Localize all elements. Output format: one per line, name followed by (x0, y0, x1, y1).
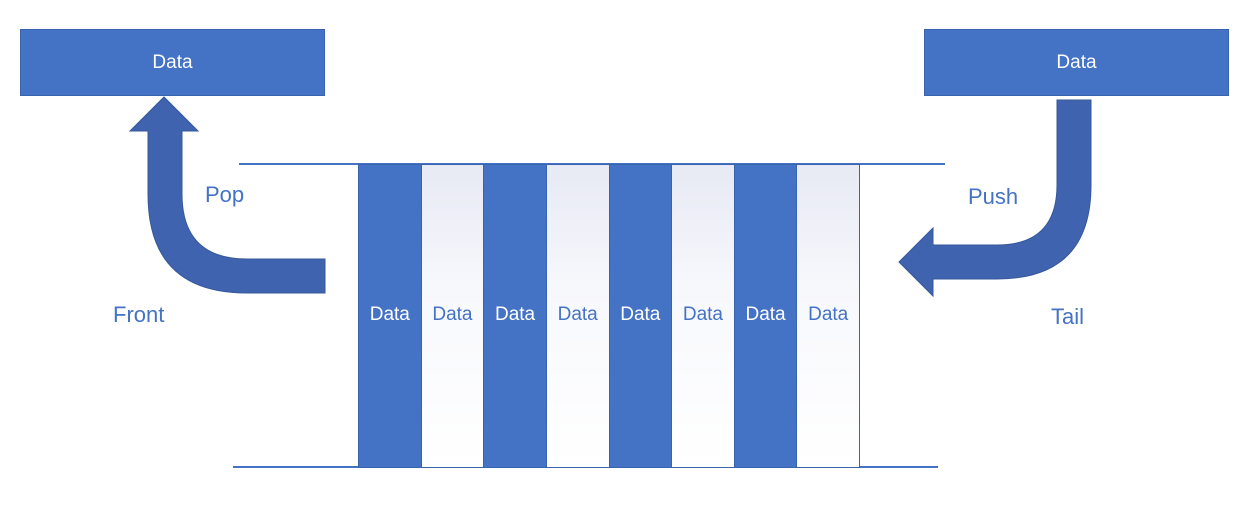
queue-cell-label: Data (557, 304, 598, 325)
queue-cell: Data (672, 164, 735, 468)
pushed-data-label: Data (1056, 51, 1097, 73)
queue-cell: Data (797, 164, 860, 468)
queue-cell-label: Data (620, 304, 661, 325)
queue-cell-label: Data (745, 304, 786, 325)
queue-cell: Data (421, 164, 485, 468)
queue-cell-label: Data (808, 304, 849, 325)
queue-cell: Data (734, 164, 798, 468)
popped-data-box: Data (20, 29, 325, 96)
queue-cell-label: Data (432, 304, 473, 325)
push-arrow-icon (898, 99, 1092, 298)
queue-cell: Data (358, 164, 422, 468)
queue-cell: Data (484, 164, 547, 468)
front-label: Front (113, 302, 165, 327)
pop-arrow-icon (128, 96, 326, 294)
pushed-data-box: Data (924, 29, 1229, 96)
push-label: Push (968, 184, 1019, 209)
queue-cell: Data (609, 164, 673, 468)
pop-label: Pop (205, 182, 245, 207)
queue-cell-label: Data (494, 304, 536, 325)
popped-data-label: Data (152, 51, 193, 73)
queue-cell: Data (546, 164, 610, 468)
queue-cell-label: Data (682, 304, 723, 325)
queue-container: Data Data Data Data Data Data Data Data (358, 164, 860, 468)
queue-cell-label: Data (369, 304, 410, 325)
tail-label: Tail (1051, 304, 1085, 329)
